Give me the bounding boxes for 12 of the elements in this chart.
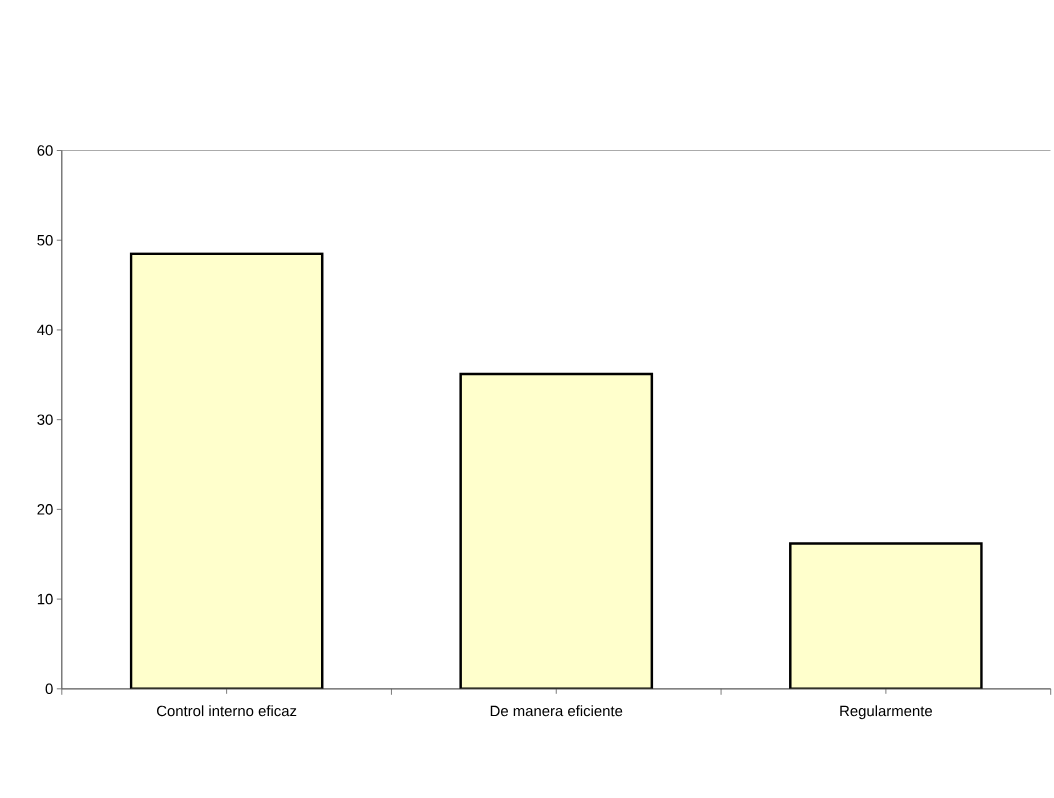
x-tick-label: De manera eficiente — [490, 705, 623, 716]
y-tick-label: 20 — [37, 503, 53, 515]
bar — [129, 252, 324, 689]
y-tick-label: 10 — [37, 593, 53, 605]
y-tick-label: 50 — [37, 234, 53, 246]
y-tick-label: 0 — [45, 683, 53, 694]
y-tick-label: 30 — [37, 414, 53, 425]
y-tick-label: 60 — [37, 145, 53, 156]
x-tick-label: Control interno eficaz — [157, 705, 297, 716]
bar — [459, 372, 654, 689]
x-tick-label: Regularmente — [840, 705, 932, 719]
y-tick-label: 40 — [37, 324, 53, 335]
